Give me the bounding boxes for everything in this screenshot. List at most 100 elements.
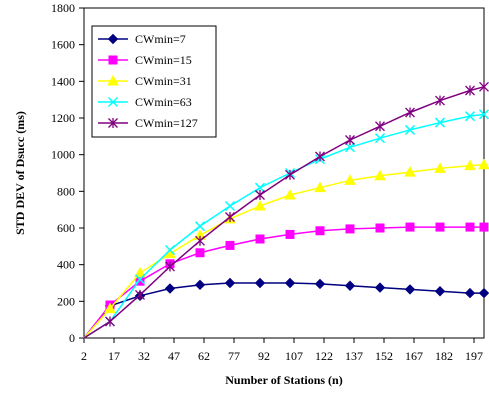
data-point — [254, 277, 266, 289]
data-point — [405, 107, 415, 118]
x-tick-label: 197 — [465, 349, 483, 363]
y-tick-label: 1000 — [51, 148, 75, 162]
data-point — [479, 81, 489, 92]
data-point — [285, 169, 295, 180]
x-tick-label: 182 — [435, 349, 453, 363]
series-cwmin-15 — [83, 222, 489, 339]
data-point — [255, 234, 265, 244]
series-cwmin-127 — [83, 81, 489, 339]
legend-label: CWmin=7 — [135, 32, 186, 46]
data-point — [374, 282, 386, 293]
data-point — [434, 286, 446, 297]
tick-labels: 0 200 400 600 800 1000 1200 1400 1600 1800 2 17 32 47… — [51, 1, 483, 363]
data-point — [478, 158, 489, 170]
x-tick-label: 137 — [345, 349, 363, 363]
data-point — [479, 222, 489, 232]
data-point — [435, 95, 445, 106]
y-axis-title: STD DEV of Dsucc (ms) — [13, 111, 27, 235]
data-point — [404, 124, 416, 135]
legend-label: CWmin=15 — [135, 53, 192, 67]
data-point — [344, 174, 356, 185]
x-tick-label: 167 — [405, 349, 423, 363]
data-point — [465, 222, 475, 232]
data-point — [224, 277, 236, 289]
legend-label: CWmin=31 — [135, 74, 192, 88]
data-point — [134, 274, 146, 285]
x-tick-label: 152 — [375, 349, 393, 363]
data-point — [375, 121, 385, 132]
data-point — [224, 200, 236, 212]
y-tick-label: 0 — [69, 331, 75, 345]
data-point — [255, 190, 265, 200]
x-tick-label: 17 — [108, 349, 120, 363]
series-line — [83, 113, 485, 339]
y-tick-label: 1600 — [51, 38, 75, 52]
plot-frame — [83, 7, 485, 339]
data-point — [465, 85, 475, 96]
data-point — [195, 248, 205, 258]
data-point — [135, 289, 145, 300]
data-point — [375, 223, 385, 233]
data-point — [194, 221, 206, 232]
data-point — [194, 279, 206, 291]
data-point — [405, 222, 415, 232]
data-point — [314, 181, 326, 193]
legend-marker — [107, 96, 119, 108]
legend-item: CWmin=31 — [98, 74, 192, 88]
data-point — [315, 151, 325, 162]
legend-marker — [107, 74, 119, 86]
data-point — [464, 111, 476, 122]
data-point — [478, 287, 489, 299]
x-tick-label: 47 — [168, 349, 180, 363]
data-point — [134, 266, 146, 278]
data-point — [314, 278, 326, 290]
legend-marker — [107, 33, 119, 45]
data-point — [435, 222, 445, 232]
axes — [79, 7, 485, 343]
data-point — [284, 188, 296, 200]
legend-item: CWmin=63 — [98, 95, 192, 109]
data-point — [374, 133, 386, 144]
data-point — [165, 261, 175, 272]
x-tick-label: 77 — [228, 349, 240, 363]
legend-item: CWmin=15 — [98, 53, 192, 67]
series-cwmin-7 — [83, 277, 489, 339]
series-cwmin-31 — [83, 158, 489, 339]
legend-item: CWmin=127 — [98, 116, 198, 130]
data-point — [344, 142, 356, 153]
legend-label: CWmin=63 — [135, 95, 192, 109]
y-tick-label: 1400 — [51, 74, 75, 88]
data-point — [345, 135, 355, 145]
data-point — [164, 244, 176, 256]
x-tick-label: 122 — [315, 349, 333, 363]
data-point — [404, 166, 416, 177]
legend: CWmin=7 CWmin=15 CWmin=31 CWmin=63 CWmin=127 — [91, 25, 217, 138]
y-tick-label: 800 — [57, 184, 75, 198]
data-point — [464, 159, 476, 171]
data-point — [315, 226, 325, 236]
data-point — [478, 109, 489, 120]
data-point — [434, 162, 446, 173]
legend-label: CWmin=127 — [135, 116, 198, 130]
x-tick-label: 2 — [81, 349, 87, 363]
x-tick-label: 62 — [198, 349, 210, 363]
y-tick-label: 1800 — [51, 1, 75, 15]
legend-item: CWmin=7 — [98, 32, 186, 46]
data-point — [404, 284, 416, 295]
data-point — [225, 240, 235, 250]
y-tick-label: 1200 — [51, 111, 75, 125]
x-tick-label: 107 — [285, 349, 303, 363]
data-point — [254, 199, 266, 211]
data-point — [105, 316, 115, 327]
y-tick-label: 600 — [57, 221, 75, 235]
data-point — [164, 283, 176, 294]
data-point — [195, 235, 205, 246]
data-point — [254, 182, 266, 193]
series-cwmin-63 — [83, 109, 489, 339]
data-point — [344, 280, 356, 291]
x-axis-title: Number of Stations (n) — [225, 373, 342, 387]
y-tick-label: 200 — [57, 294, 75, 308]
data-point — [345, 224, 355, 234]
data-point — [285, 229, 295, 239]
